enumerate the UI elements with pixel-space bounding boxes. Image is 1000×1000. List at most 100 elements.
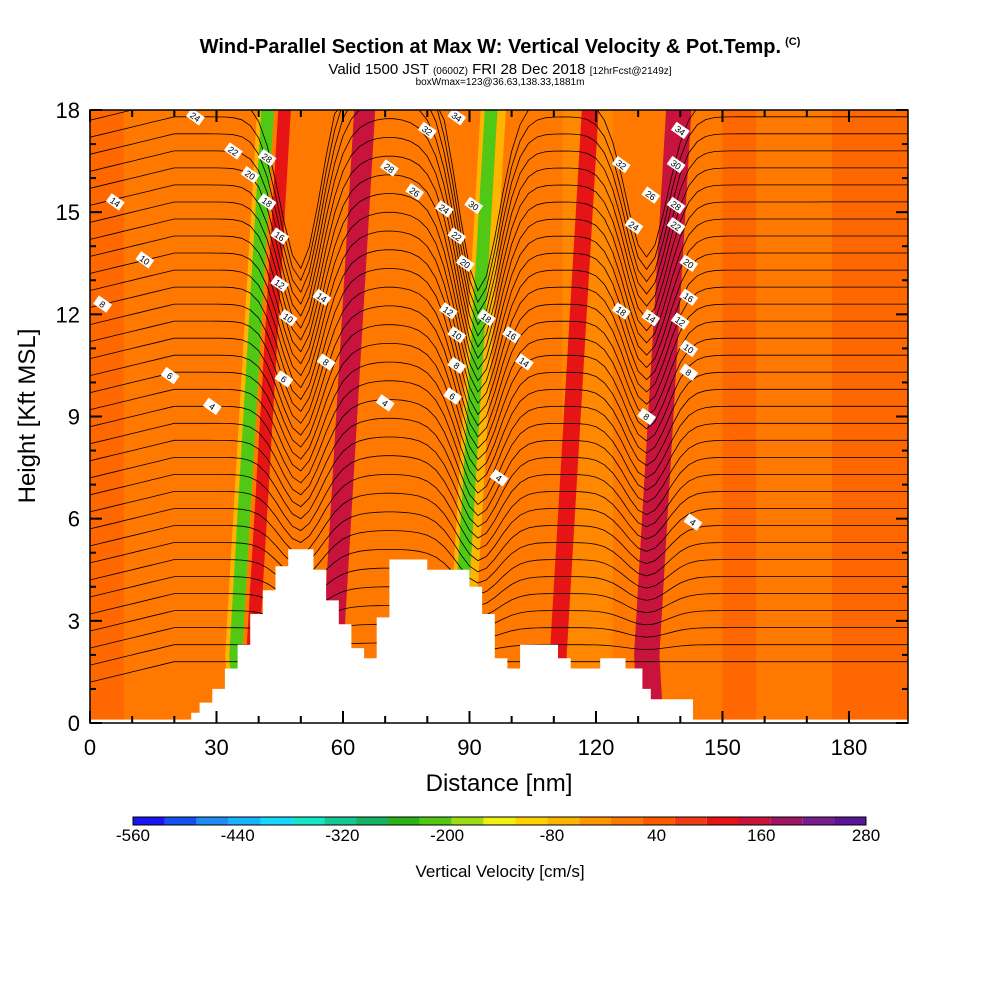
- contour-label: 28: [666, 196, 686, 215]
- copyright-mark: (C): [785, 36, 801, 48]
- contour-label: 30: [464, 196, 484, 215]
- colorbar-swatch: [674, 817, 707, 825]
- contour-label: 28: [257, 149, 277, 167]
- colorbar-swatch: [802, 817, 835, 825]
- terrain-profile: [90, 549, 908, 723]
- contour-label: 18: [611, 302, 631, 320]
- x-tick-label: 30: [204, 735, 228, 760]
- isentrope-line: [90, 343, 908, 472]
- velocity-band: [452, 110, 498, 723]
- chart-subtitle: Valid 1500 JST (0600Z) FRI 28 Dec 2018 […: [0, 61, 1000, 78]
- terrain: [90, 549, 908, 723]
- contour-label-box: [223, 142, 243, 160]
- contour-label: 26: [405, 183, 425, 201]
- contour-label-box: [666, 196, 686, 215]
- contour-label-text: 14: [315, 291, 329, 305]
- isentrope-line: [90, 286, 908, 438]
- contour-label: 18: [476, 309, 496, 327]
- contour-label: 8: [316, 353, 336, 371]
- y-tick-label: 6: [68, 507, 80, 532]
- velocity-band: [634, 110, 679, 723]
- contour-label: 20: [679, 254, 699, 272]
- contour-label: 30: [666, 155, 686, 174]
- contour-label-box: [312, 288, 332, 306]
- contour-label-text: 10: [281, 311, 295, 325]
- isentrope-line: [90, 586, 908, 618]
- x-axis-label: Distance [nm]: [426, 770, 573, 797]
- contour-label: 14: [312, 288, 332, 306]
- valid-utc: (0600Z): [432, 66, 468, 77]
- contour-label-box: [455, 254, 475, 272]
- contour-label-box: [270, 275, 290, 293]
- contour-label-text: 30: [669, 158, 683, 172]
- contour-label: 34: [670, 121, 690, 140]
- colorbar-swatch: [228, 817, 261, 825]
- isentrope-line: [90, 455, 908, 539]
- contour-label-text: 30: [466, 199, 480, 213]
- contour-label: 34: [447, 108, 467, 126]
- contour-label-text: 32: [614, 158, 628, 172]
- y-axis-tick-labels: 0 3 6 9 12 15 18: [56, 98, 80, 736]
- contour-label-text: 24: [627, 219, 641, 233]
- contour-label-box: [417, 121, 437, 140]
- isentrope-line: [90, 623, 908, 649]
- velocity-band: [326, 110, 371, 723]
- contour-label-box: [670, 312, 690, 330]
- colorbar-swatch: [324, 817, 357, 825]
- isentrope-line: [90, 268, 908, 427]
- contour-label-text: 6: [447, 391, 457, 402]
- colorbar-tick-label: -200: [430, 826, 465, 845]
- contour-label-text: 28: [382, 161, 396, 175]
- contour-label-text: 24: [188, 110, 202, 124]
- contour-label: 8: [93, 295, 113, 313]
- colorbar-swatch: [770, 817, 803, 825]
- contour-label: 22: [666, 217, 686, 235]
- contour-label: 14: [105, 193, 125, 211]
- colorbar-swatch: [547, 817, 580, 825]
- contour-label-text: 12: [673, 315, 687, 329]
- contour-label: 14: [514, 353, 534, 371]
- contour-label-text: 8: [641, 411, 651, 422]
- contour-label-box: [240, 166, 260, 184]
- contour-label: 16: [270, 227, 290, 245]
- contour-label-box: [443, 387, 463, 405]
- y-tick-label: 18: [56, 98, 80, 123]
- contour-label: 10: [679, 339, 699, 358]
- colorbar-swatch: [388, 817, 420, 825]
- isentrope-line: [90, 492, 908, 562]
- contour-label-text: 20: [458, 257, 472, 271]
- contour-label-text: 22: [669, 219, 683, 233]
- contour-label: 22: [223, 142, 243, 160]
- colorbar-tick-label: -320: [325, 826, 360, 845]
- colorbar-tick-label: -560: [115, 826, 151, 845]
- isentrope-line: [90, 530, 908, 584]
- contour-label: 12: [270, 275, 290, 293]
- contour-label-text: 26: [644, 189, 658, 203]
- contour-label-box: [683, 513, 703, 531]
- contour-label-box: [105, 193, 125, 211]
- colorbar-swatch: [451, 817, 484, 825]
- x-tick-label: 150: [704, 735, 741, 760]
- isentrope-line: [90, 110, 697, 292]
- contour-label-text: 4: [688, 517, 698, 528]
- contour-label: 32: [611, 155, 631, 174]
- isentrope-line: [90, 230, 908, 404]
- colorbar-title: Vertical Velocity [cm/s]: [415, 862, 585, 881]
- x-tick-label: 180: [831, 735, 868, 760]
- contour-label: 10: [278, 309, 298, 327]
- contour-label-box: [611, 155, 631, 174]
- contour-label-box: [666, 217, 686, 235]
- contour-label: 18: [257, 193, 277, 211]
- colorbar-tick-label: 40: [647, 826, 667, 845]
- contour-label-text: 24: [437, 202, 451, 216]
- contour-label-text: 10: [450, 328, 464, 342]
- contour-label: 20: [455, 254, 475, 272]
- valid-date: FRI 28 Dec 2018: [472, 61, 586, 78]
- contour-label-box: [185, 108, 205, 126]
- contour-label-text: 8: [97, 299, 107, 310]
- contour-label-text: 34: [673, 124, 687, 138]
- contour-label-box: [257, 149, 277, 167]
- velocity-band: [549, 110, 599, 723]
